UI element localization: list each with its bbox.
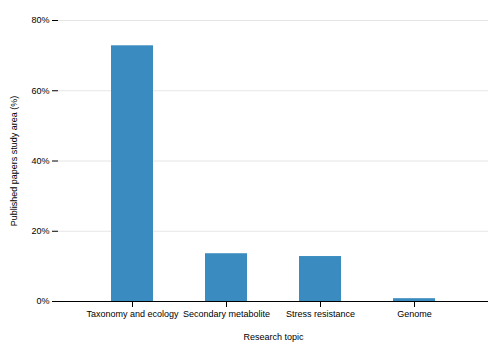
svg-text:0%: 0% — [36, 296, 49, 306]
svg-text:80%: 80% — [31, 15, 49, 25]
svg-text:Published papers study area (%: Published papers study area (%) — [9, 96, 19, 227]
svg-text:40%: 40% — [31, 156, 49, 166]
svg-text:Genome: Genome — [397, 309, 432, 319]
svg-text:60%: 60% — [31, 86, 49, 96]
svg-text:Taxonomy and ecology: Taxonomy and ecology — [86, 309, 179, 319]
svg-text:Research topic: Research topic — [243, 332, 304, 342]
svg-text:20%: 20% — [31, 226, 49, 236]
svg-text:Stress resistance: Stress resistance — [286, 309, 355, 319]
svg-text:Secondary metabolite: Secondary metabolite — [183, 309, 270, 319]
